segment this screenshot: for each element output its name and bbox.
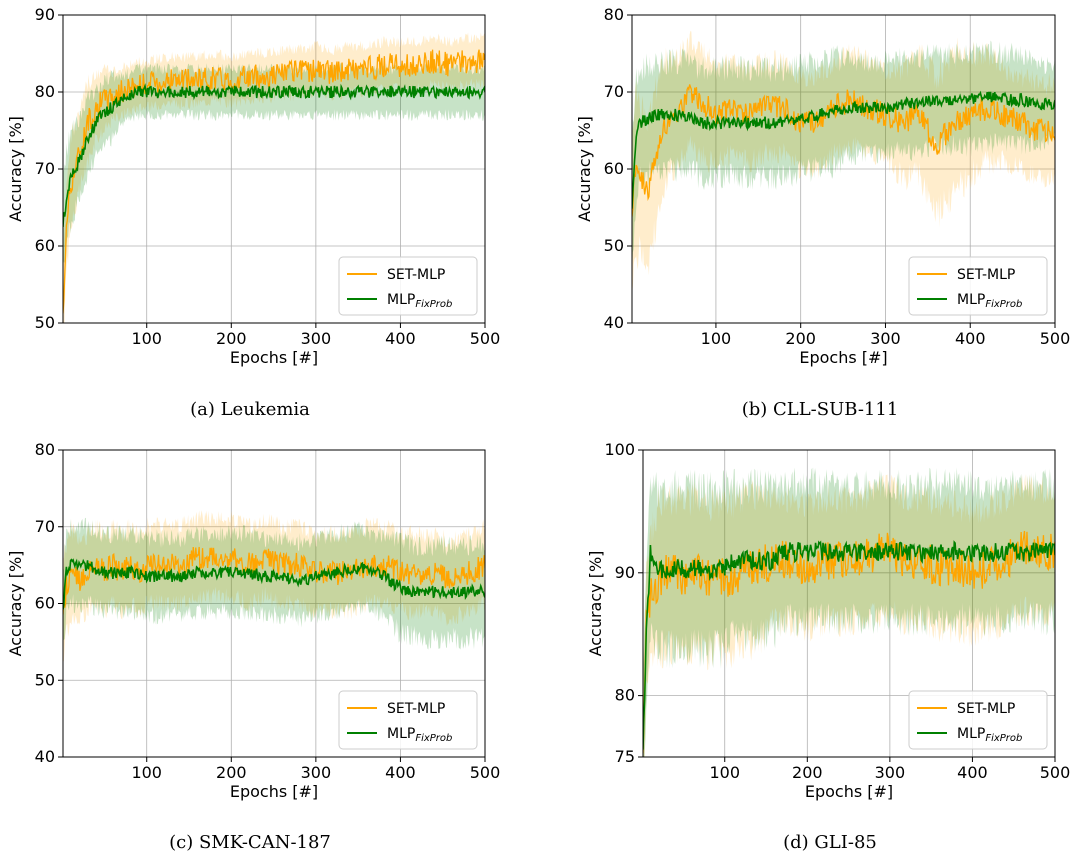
x-tick-label: 500	[470, 763, 501, 782]
x-tick-label: 500	[470, 329, 501, 348]
series-line-set-mlp	[63, 546, 485, 615]
chart-panel-2: 100 200 300 400 500 40 50 60 70 80 Epochs [#] Accur…	[575, 5, 1070, 367]
y-tick-label: 80	[35, 82, 55, 101]
panel-caption: (c) SMK-CAN-187	[169, 832, 331, 853]
legend: SET-MLP MLPFixProb	[338, 690, 478, 750]
series-line-mlp-fixprob	[643, 540, 1055, 750]
y-tick-label: 60	[35, 594, 55, 613]
x-tick-label: 100	[709, 763, 740, 782]
plot-area	[63, 510, 485, 662]
y-tick-label: 50	[604, 236, 624, 255]
legend-label-set-mlp: SET-MLP	[387, 701, 445, 717]
legend: SET-MLP MLPFixProb	[908, 690, 1048, 750]
legend-label-mlp-base: MLP	[957, 726, 985, 742]
x-tick-label: 200	[216, 763, 247, 782]
legend: SET-MLP MLPFixProb	[338, 256, 478, 316]
x-tick-label: 300	[875, 763, 906, 782]
legend-label-mlp-subscript: FixProb	[415, 299, 452, 310]
x-tick-label: 100	[131, 329, 162, 348]
chart-panel-4: 100 200 300 400 500 75 80 90 100 Epochs [#] Accura…	[586, 440, 1071, 801]
x-tick-label: 200	[216, 329, 247, 348]
legend-label-mlp-fixprob: MLPFixProb	[387, 292, 452, 310]
x-tick-label: 200	[785, 329, 816, 348]
axes-frame	[642, 449, 1056, 758]
y-tick-label: 80	[604, 5, 624, 24]
chart-panel-3: 100 200 300 400 500 40 50 60 70 80 Epochs [#] Accur…	[6, 440, 500, 801]
confidence-band-set-mlp	[63, 510, 485, 662]
y-tick-label: 100	[604, 440, 635, 459]
y-axis-label: Accuracy [%]	[6, 551, 25, 657]
x-tick-label: 500	[1040, 329, 1071, 348]
x-tick-label: 400	[955, 329, 986, 348]
y-tick-label: 90	[35, 5, 55, 24]
legend-label-mlp-fixprob: MLPFixProb	[957, 726, 1022, 744]
x-tick-label: 500	[1040, 763, 1071, 782]
legend: SET-MLP MLPFixProb	[908, 256, 1048, 316]
legend-label-set-mlp: SET-MLP	[957, 701, 1015, 717]
legend-box	[338, 690, 478, 750]
legend-label-mlp-subscript: FixProb	[985, 299, 1022, 310]
plot-area	[63, 32, 485, 323]
y-tick-label: 90	[615, 563, 635, 582]
y-tick-label: 80	[35, 440, 55, 459]
legend-label-mlp-subscript: FixProb	[415, 733, 452, 744]
x-tick-label: 300	[870, 329, 901, 348]
confidence-band-mlp-fixprob	[63, 517, 485, 650]
y-tick-label: 40	[604, 313, 624, 332]
plot-area	[632, 30, 1055, 291]
x-tick-label: 200	[792, 763, 823, 782]
series-line-mlp-fixprob	[632, 90, 1055, 209]
series-line-mlp-fixprob	[63, 83, 485, 228]
confidence-band-mlp-fixprob	[643, 467, 1055, 757]
legend-box	[338, 256, 478, 316]
legend-label-mlp-base: MLP	[387, 726, 415, 742]
legend-label-set-mlp: SET-MLP	[387, 267, 445, 283]
x-tick-label: 300	[301, 329, 332, 348]
y-axis-label: Accuracy [%]	[6, 116, 25, 222]
legend-label-set-mlp: SET-MLP	[957, 267, 1015, 283]
y-tick-label: 70	[604, 82, 624, 101]
x-tick-label: 100	[131, 763, 162, 782]
confidence-band-mlp-fixprob	[63, 63, 485, 266]
series-line-set-mlp	[643, 530, 1055, 754]
series-line-set-mlp	[63, 49, 485, 314]
x-tick-label: 400	[385, 329, 416, 348]
legend-box	[908, 256, 1048, 316]
panel-caption: (a) Leukemia	[190, 399, 310, 420]
y-tick-label: 80	[615, 686, 635, 705]
y-tick-label: 60	[35, 236, 55, 255]
confidence-band-set-mlp	[643, 474, 1055, 757]
panel-caption: (d) GLI-85	[783, 832, 877, 853]
chart-panel-1: 100 200 300 400 500 50 60 70 80 90 Epochs [#] Accur…	[6, 5, 501, 367]
legend-box	[908, 690, 1048, 750]
x-axis-label: Epochs [#]	[805, 782, 893, 801]
y-tick-label: 50	[35, 670, 55, 689]
y-axis-label: Accuracy [%]	[586, 551, 605, 657]
y-tick-label: 60	[604, 159, 624, 178]
y-tick-label: 70	[35, 517, 55, 536]
x-tick-label: 100	[701, 329, 732, 348]
x-tick-label: 400	[957, 763, 988, 782]
y-tick-label: 50	[35, 313, 55, 332]
legend-label-mlp-base: MLP	[957, 292, 985, 308]
y-tick-label: 75	[615, 747, 635, 766]
y-tick-label: 70	[35, 159, 55, 178]
x-axis-label: Epochs [#]	[799, 348, 887, 367]
legend-label-mlp-fixprob: MLPFixProb	[387, 726, 452, 744]
x-axis-label: Epochs [#]	[230, 782, 318, 801]
confidence-band-set-mlp	[632, 30, 1055, 291]
series-line-mlp-fixprob	[63, 558, 485, 610]
x-tick-label: 300	[301, 763, 332, 782]
legend-label-mlp-fixprob: MLPFixProb	[957, 292, 1022, 310]
x-tick-label: 400	[385, 763, 416, 782]
series-line-set-mlp	[632, 84, 1055, 217]
y-axis-label: Accuracy [%]	[575, 116, 594, 222]
panel-caption: (b) CLL-SUB-111	[742, 399, 899, 420]
legend-label-mlp-subscript: FixProb	[985, 733, 1022, 744]
legend-label-mlp-base: MLP	[387, 292, 415, 308]
plot-area	[643, 467, 1055, 757]
y-tick-label: 40	[35, 747, 55, 766]
x-axis-label: Epochs [#]	[230, 348, 318, 367]
